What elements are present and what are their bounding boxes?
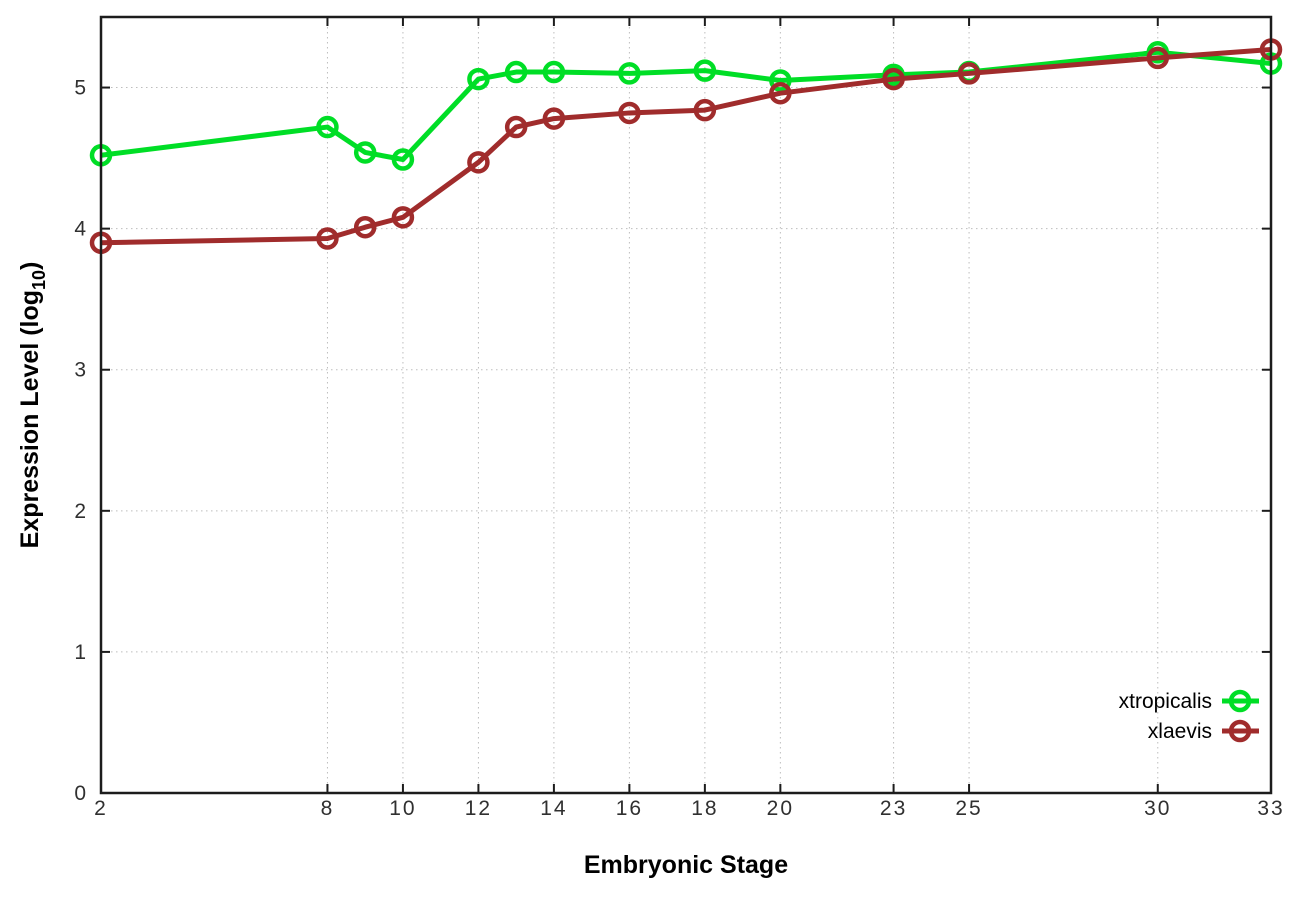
point-xtropicalis-stage-8	[316, 115, 339, 139]
point-xlaevis-stage-8	[316, 227, 339, 250]
point-xtropicalis-stage-12	[467, 67, 490, 91]
y-tick-label-1: 1	[74, 641, 88, 664]
y-tick-label-4: 4	[74, 218, 88, 241]
x-tick-label-20: 20	[767, 797, 794, 820]
legend-sample-marker-xlaevis	[1228, 719, 1252, 743]
point-xtropicalis-stage-18	[693, 59, 717, 82]
point-xlaevis-stage-10	[391, 206, 415, 229]
plot-border	[99, 15, 1273, 795]
point-xtropicalis-stage-13	[504, 60, 528, 84]
series-line-xlaevis	[100, 46, 1272, 246]
y-axis-title: Expression Level (log10)	[16, 262, 49, 549]
x-tick-label-14: 14	[540, 797, 567, 820]
legend-label-xlaevis: xlaevis	[1148, 720, 1212, 743]
y-tick-label-2: 2	[74, 500, 88, 523]
point-xlaevis-stage-23	[882, 67, 905, 91]
y-tick-label-5: 5	[74, 77, 88, 100]
x-tick-label-33: 33	[1257, 797, 1284, 820]
x-tick-label-25: 25	[955, 797, 982, 820]
x-tick-label-12: 12	[465, 797, 492, 820]
x-tick-label-8: 8	[321, 797, 335, 820]
y-tick-label-3: 3	[74, 359, 88, 382]
legend-label-xtropicalis: xtropicalis	[1119, 690, 1212, 713]
x-tick-label-16: 16	[616, 797, 643, 820]
point-xlaevis-stage-9	[353, 215, 377, 239]
point-xtropicalis-stage-20	[769, 69, 792, 92]
point-xlaevis-stage-25	[957, 62, 981, 85]
point-xlaevis-stage-13	[504, 115, 528, 139]
x-axis-title: Embryonic Stage	[584, 851, 788, 879]
point-xlaevis-stage-14	[542, 107, 566, 130]
y-tick-label-0: 0	[74, 782, 88, 805]
x-tick-label-23: 23	[880, 797, 907, 820]
point-xtropicalis-stage-10	[391, 148, 415, 171]
x-tick-label-30: 30	[1144, 797, 1171, 820]
point-xlaevis-stage-12	[467, 151, 490, 174]
point-xlaevis-stage-16	[618, 101, 641, 125]
point-xlaevis-stage-20	[769, 81, 792, 105]
x-tick-label-18: 18	[691, 797, 718, 820]
legend-sample-marker-xtropicalis	[1228, 689, 1252, 713]
x-tick-label-10: 10	[389, 797, 416, 820]
point-xtropicalis-stage-16	[618, 62, 641, 85]
series-line-xtropicalis	[100, 49, 1272, 163]
x-tick-label-2: 2	[94, 797, 108, 820]
point-xtropicalis-stage-14	[542, 60, 566, 84]
point-xlaevis-stage-18	[693, 98, 717, 122]
point-xlaevis-stage-30	[1146, 46, 1170, 70]
point-xtropicalis-stage-9	[353, 141, 377, 164]
